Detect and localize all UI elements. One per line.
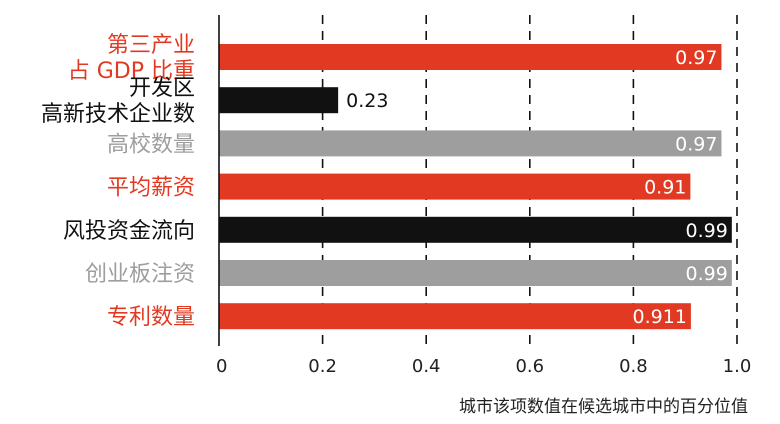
bar-value-label: 0.97 <box>675 47 717 69</box>
x-tick-label: 0.4 <box>412 356 441 377</box>
category-label: 第三产业 <box>107 33 195 58</box>
bar-value-label: 0.91 <box>644 177 686 199</box>
bar-value-label: 0.97 <box>675 133 717 155</box>
bar-value-label: 0.99 <box>686 220 728 242</box>
bars: 0.970.230.970.910.990.990.911 <box>219 44 732 330</box>
bar <box>219 260 732 286</box>
category-label: 平均薪资 <box>107 176 195 201</box>
x-tick-label: 0.6 <box>515 356 544 377</box>
x-tick-label: 0 <box>216 356 227 377</box>
bar <box>219 303 691 330</box>
bar <box>219 87 339 114</box>
x-tick-label: 1.0 <box>723 356 752 377</box>
bar-value-label: 0.23 <box>346 90 388 112</box>
x-axis-title: 城市该项数值在候选城市中的百分位值 <box>459 397 748 417</box>
bar <box>219 130 722 157</box>
category-label: 创业板注资 <box>85 262 195 287</box>
bar <box>219 173 691 200</box>
bar-value-label: 0.911 <box>632 306 686 328</box>
bar-value-label: 0.99 <box>686 263 728 285</box>
x-tick-label: 0.8 <box>619 356 648 377</box>
category-label: 风投资金流向 <box>63 219 195 244</box>
bar <box>219 44 722 70</box>
category-label: 高校数量 <box>107 132 195 157</box>
x-axis: 0 0.2 0.4 0.6 0.8 1.0 <box>216 15 751 377</box>
category-label: 专利数量 <box>107 305 195 330</box>
category-label: 占 GDP 比重 <box>68 59 195 84</box>
bar <box>219 216 732 243</box>
x-tick-label: 0.2 <box>308 356 337 377</box>
category-label: 开发区 <box>129 76 195 101</box>
category-label: 高新技术企业数 <box>41 102 195 127</box>
